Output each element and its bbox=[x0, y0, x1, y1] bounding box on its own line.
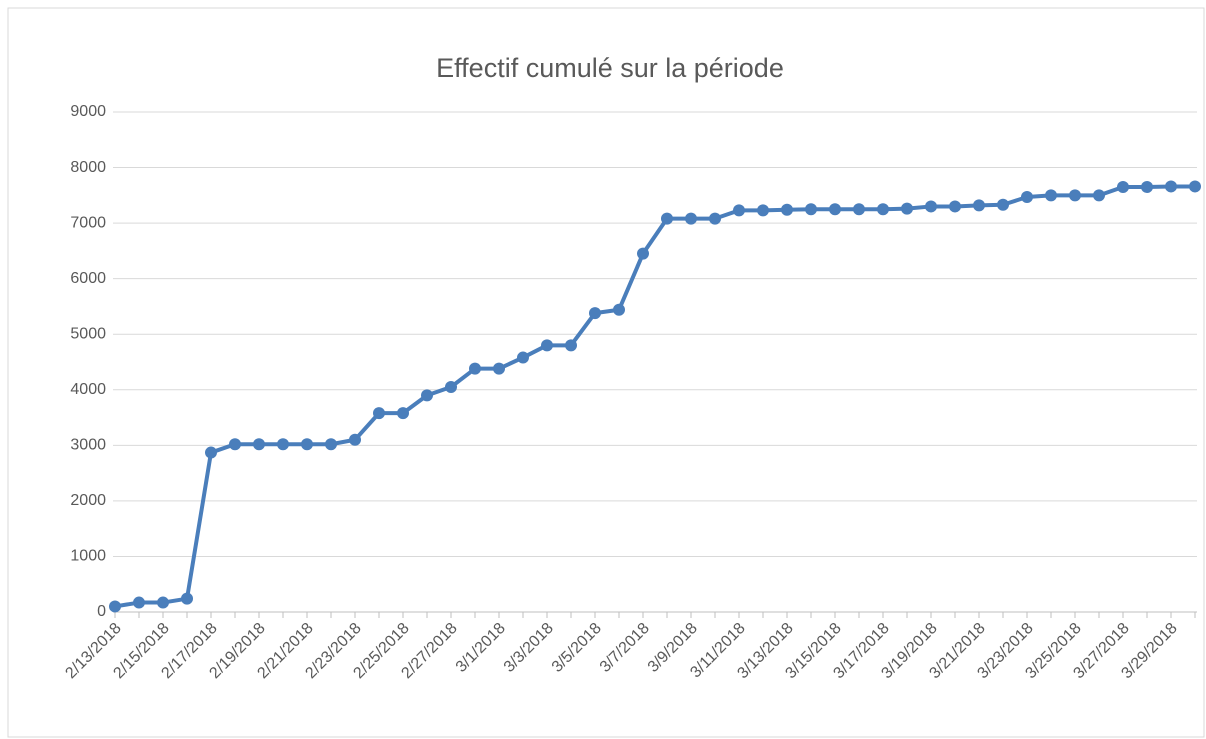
point bbox=[1093, 189, 1105, 202]
point bbox=[1189, 180, 1201, 193]
point bbox=[445, 381, 457, 393]
point bbox=[661, 212, 673, 225]
point bbox=[877, 203, 889, 216]
point bbox=[1165, 180, 1177, 193]
point bbox=[829, 203, 841, 216]
point bbox=[853, 203, 865, 216]
point bbox=[517, 351, 529, 364]
y-tick-label: 4000 bbox=[70, 381, 106, 398]
y-tick-label: 8000 bbox=[70, 159, 106, 176]
point bbox=[1141, 181, 1153, 193]
point bbox=[997, 198, 1009, 211]
point bbox=[1117, 181, 1129, 193]
point bbox=[541, 339, 553, 352]
point bbox=[397, 407, 409, 420]
y-tick-label: 0 bbox=[97, 603, 106, 620]
point bbox=[637, 247, 649, 260]
point bbox=[277, 438, 289, 451]
point bbox=[613, 303, 625, 316]
line-series bbox=[114, 184, 1195, 609]
y-tick-label: 2000 bbox=[70, 492, 106, 509]
point bbox=[1021, 191, 1033, 203]
chart-border bbox=[7, 7, 1205, 738]
y-tick-label: 6000 bbox=[70, 270, 106, 287]
point bbox=[925, 200, 937, 213]
point bbox=[1045, 189, 1057, 202]
point bbox=[685, 212, 697, 225]
point bbox=[973, 199, 985, 212]
y-tick-label: 3000 bbox=[70, 437, 106, 454]
point bbox=[1069, 189, 1081, 202]
y-tick-label: 5000 bbox=[70, 325, 106, 342]
y-tick-label: 9000 bbox=[70, 103, 106, 120]
point bbox=[109, 600, 121, 613]
point bbox=[469, 362, 481, 375]
point bbox=[253, 438, 265, 451]
point bbox=[373, 407, 385, 420]
point bbox=[949, 200, 961, 213]
point bbox=[757, 204, 769, 217]
point bbox=[493, 362, 505, 375]
y-tick-label: 7000 bbox=[70, 214, 106, 231]
point bbox=[325, 438, 337, 451]
point bbox=[205, 446, 217, 459]
point bbox=[133, 596, 145, 609]
point bbox=[709, 212, 721, 225]
point bbox=[805, 203, 817, 216]
point bbox=[589, 307, 601, 320]
point bbox=[181, 592, 193, 605]
point bbox=[157, 596, 169, 609]
point bbox=[901, 202, 913, 215]
point bbox=[733, 204, 745, 217]
point bbox=[349, 433, 361, 446]
chart-title: Effectif cumulé sur la période bbox=[436, 53, 784, 83]
point bbox=[229, 438, 241, 451]
point bbox=[781, 203, 793, 216]
point bbox=[301, 438, 313, 451]
point bbox=[565, 339, 577, 352]
y-tick-label: 1000 bbox=[70, 548, 106, 565]
point bbox=[421, 389, 433, 402]
